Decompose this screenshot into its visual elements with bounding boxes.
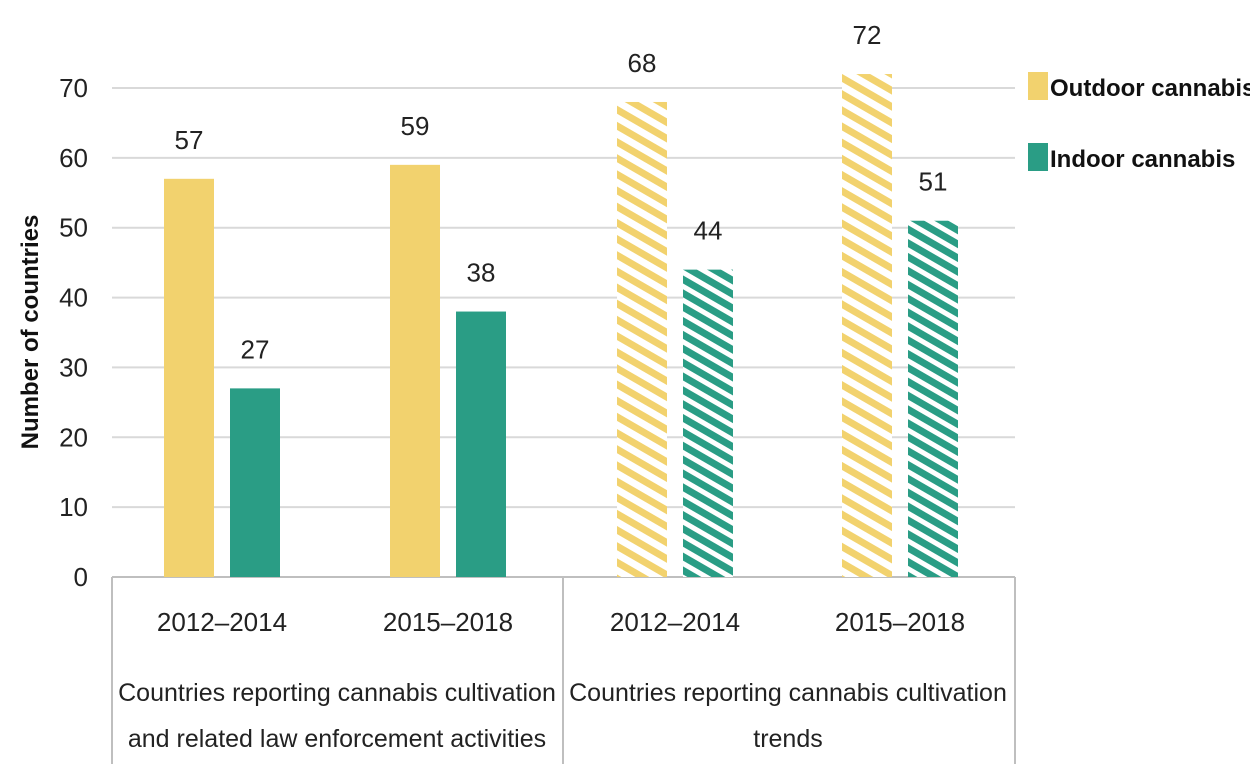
data-label-outdoor-1: 59: [401, 111, 430, 141]
data-label-outdoor-3: 72: [853, 20, 882, 50]
y-tick-label: 70: [59, 73, 88, 103]
x-group-label: and related law enforcement activities: [128, 725, 546, 753]
y-tick-label: 30: [59, 352, 88, 382]
bar-outdoor-3: [842, 74, 892, 578]
bar-outdoor-2: [617, 101, 667, 577]
x-category-label: 2012–2014: [157, 607, 287, 637]
x-group-label: Countries reporting cannabis cultivation: [569, 679, 1007, 707]
y-tick-label: 0: [74, 562, 88, 592]
bars: [164, 74, 958, 578]
bar-indoor-2: [683, 269, 733, 577]
legend-swatch-indoor: [1028, 143, 1048, 171]
data-label-outdoor-2: 68: [628, 48, 657, 78]
y-tick-label: 60: [59, 143, 88, 173]
data-label-indoor-3: 51: [919, 167, 948, 197]
data-label-indoor-2: 44: [694, 216, 723, 246]
x-category-label: 2015–2018: [383, 607, 513, 637]
y-axis-ticks: 0 10 20 30 40 50 60 70: [59, 73, 88, 592]
y-tick-label: 20: [59, 422, 88, 452]
legend-label-outdoor: Outdoor cannabis: [1050, 75, 1250, 102]
y-tick-label: 40: [59, 283, 88, 313]
legend: Outdoor cannabis Indoor cannabis: [1028, 72, 1250, 173]
legend-swatch-outdoor: [1028, 72, 1048, 100]
y-axis-title: Number of countries: [17, 215, 44, 450]
x-category-label: 2015–2018: [835, 607, 965, 637]
bar-indoor-3: [908, 220, 958, 577]
data-label-indoor-1: 38: [467, 258, 496, 288]
x-group-label: trends: [753, 725, 822, 753]
bar-indoor-1: [456, 311, 506, 577]
x-group-label: Countries reporting cannabis cultivation: [118, 679, 556, 707]
data-label-outdoor-0: 57: [175, 125, 204, 155]
bar-outdoor-0: [164, 178, 214, 578]
legend-label-indoor: Indoor cannabis: [1050, 146, 1235, 173]
x-category-label: 2012–2014: [610, 607, 740, 637]
x-axis: 2012–2014 2015–2018 Countries reporting ca…: [111, 577, 1016, 764]
bar-outdoor-1: [390, 164, 440, 578]
y-tick-label: 50: [59, 213, 88, 243]
y-tick-label: 10: [59, 492, 88, 522]
data-labels: 57 59 68 72 27 38 44 51: [175, 20, 948, 364]
data-label-indoor-0: 27: [241, 334, 270, 364]
bar-indoor-0: [230, 388, 280, 577]
